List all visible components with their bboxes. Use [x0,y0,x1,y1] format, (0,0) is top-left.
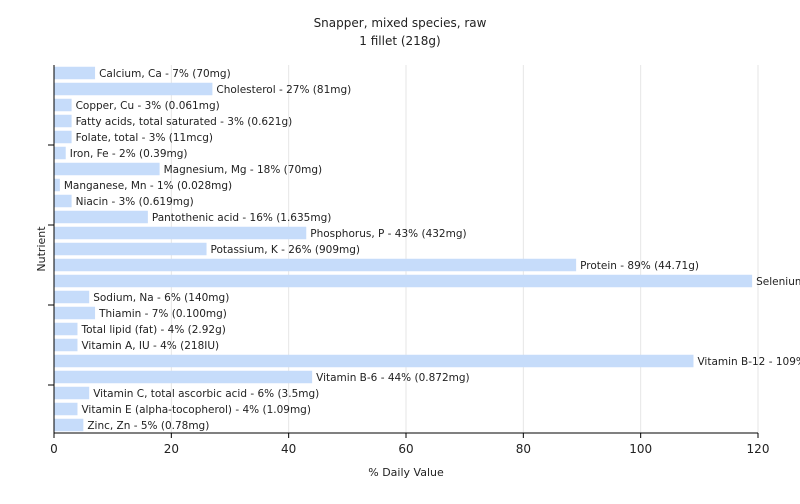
bar [54,274,753,288]
bar-label: Selenium, Se - 119% (83.3mcg) [756,276,800,288]
bar-label: Thiamin - 7% (0.100mg) [98,308,227,320]
bar [54,146,66,160]
bar [54,290,90,304]
bar [54,178,60,192]
chart-subtitle: 1 fillet (218g) [359,34,440,48]
bar [54,162,160,176]
bar [54,114,72,128]
bar-label: Protein - 89% (44.71g) [580,260,699,272]
bar-label: Vitamin A, IU - 4% (218IU) [81,340,219,352]
bar [54,98,72,112]
x-tick-label: 0 [50,442,58,456]
bar [54,322,78,336]
bar-label: Vitamin E (alpha-tocopherol) - 4% (1.09m… [81,404,311,416]
bar [54,66,96,80]
bar [54,258,577,272]
bar [54,354,694,368]
bar-label: Vitamin C, total ascorbic acid - 6% (3.5… [93,388,319,400]
bar-label: Niacin - 3% (0.619mg) [76,196,194,208]
bar [54,370,313,384]
bar [54,418,84,432]
bar-label: Magnesium, Mg - 18% (70mg) [164,164,323,176]
bar-label: Cholesterol - 27% (81mg) [216,84,351,96]
bar-label: Vitamin B-12 - 109% (6.54mcg) [697,356,800,368]
bar-label: Manganese, Mn - 1% (0.028mg) [64,180,232,192]
bar-label: Sodium, Na - 6% (140mg) [93,292,229,304]
bar [54,130,72,144]
bar-label: Zinc, Zn - 5% (0.78mg) [87,420,209,432]
bar [54,242,207,256]
chart-title: Snapper, mixed species, raw [314,16,487,30]
axes: 0 20 40 60 80 100 120 [48,65,769,456]
x-tick-label: 100 [629,442,652,456]
bars: Calcium, Ca - 7% (70mg) Cholesterol - 27%… [54,66,800,432]
y-axis-title: Nutrient [35,226,48,272]
bar [54,194,72,208]
bar [54,82,213,96]
x-tick-label: 60 [398,442,413,456]
bar [54,226,307,240]
bar-label: Copper, Cu - 3% (0.061mg) [76,100,220,112]
bar [54,210,148,224]
bar [54,402,78,416]
x-axis-title: % Daily Value [368,466,444,479]
x-tick-label: 120 [747,442,770,456]
bar-label: Fatty acids, total saturated - 3% (0.621… [76,116,293,128]
bar [54,306,96,320]
bar-label: Total lipid (fat) - 4% (2.92g) [80,324,225,336]
x-tick-label: 20 [164,442,179,456]
bar-label: Calcium, Ca - 7% (70mg) [99,68,231,80]
bar-label: Iron, Fe - 2% (0.39mg) [70,148,188,160]
bar [54,338,78,352]
bar-label: Potassium, K - 26% (909mg) [211,244,361,256]
bar-label: Phosphorus, P - 43% (432mg) [310,228,466,240]
bar [54,386,90,400]
x-tick-label: 80 [516,442,531,456]
x-tick-label: 40 [281,442,296,456]
bar-label: Folate, total - 3% (11mcg) [76,132,213,144]
bar-label: Vitamin B-6 - 44% (0.872mg) [316,372,470,384]
bar-label: Pantothenic acid - 16% (1.635mg) [152,212,331,224]
